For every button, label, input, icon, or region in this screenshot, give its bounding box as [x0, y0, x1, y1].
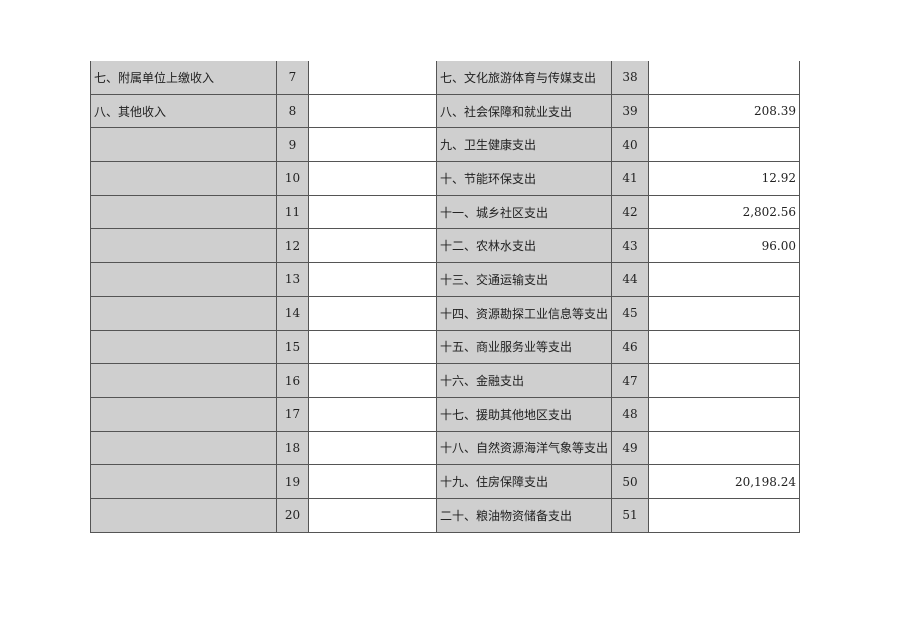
income-item-cell: [90, 194, 277, 230]
income-item-cell: [90, 430, 277, 466]
income-amount-cell: [308, 262, 437, 297]
table-row: 七、附属单位上缴收入 7 七、文化旅游体育与传媒支出 38: [90, 61, 801, 95]
expense-item-cell: 十二、农林水支出: [435, 228, 613, 264]
expense-line-number: 46: [611, 329, 650, 365]
expense-amount-cell: 96.00: [648, 228, 801, 264]
table-row: 12 十二、农林水支出 43 96.00: [90, 228, 801, 264]
income-item-cell: 七、附属单位上缴收入: [90, 61, 277, 95]
expense-line-number: 48: [611, 396, 650, 432]
expense-item-cell: 九、卫生健康支出: [435, 127, 613, 163]
income-item-cell: [90, 262, 277, 297]
table-row: 10 十、节能环保支出 41 12.92: [90, 161, 801, 196]
expense-item-cell: 十、节能环保支出: [435, 161, 613, 196]
income-amount-cell: [308, 161, 437, 196]
budget-table: 七、附属单位上缴收入 7 七、文化旅游体育与传媒支出 38 八、其他收入 8 八、社会保障和…: [90, 61, 801, 533]
income-amount-cell: [308, 127, 437, 163]
income-line-number: 19: [276, 464, 309, 499]
expense-item-cell: 八、社会保障和就业支出: [435, 93, 613, 129]
expense-item-cell: 十一、城乡社区支出: [435, 194, 613, 230]
income-line-number: 7: [276, 61, 309, 95]
income-amount-cell: [308, 295, 437, 331]
table-row: 14 十四、资源勘探工业信息等支出 45: [90, 295, 801, 331]
table-row: 16 十六、金融支出 47: [90, 363, 801, 398]
income-amount-cell: [308, 329, 437, 365]
expense-line-number: 44: [611, 262, 650, 297]
income-line-number: 18: [276, 430, 309, 466]
income-line-number: 17: [276, 396, 309, 432]
expense-item-cell: 十三、交通运输支出: [435, 262, 613, 297]
expense-item-cell: 十七、援助其他地区支出: [435, 396, 613, 432]
income-line-number: 9: [276, 127, 309, 163]
income-item-cell: [90, 464, 277, 499]
expense-item-cell: 二十、粮油物资储备支出: [435, 497, 613, 533]
income-item-cell: [90, 396, 277, 432]
income-item-cell: 八、其他收入: [90, 93, 277, 129]
expense-item-cell: 十五、商业服务业等支出: [435, 329, 613, 365]
income-line-number: 16: [276, 363, 309, 398]
expense-amount-cell: [648, 396, 801, 432]
income-item-cell: [90, 228, 277, 264]
expense-amount-cell: [648, 295, 801, 331]
income-amount-cell: [308, 194, 437, 230]
income-line-number: 11: [276, 194, 309, 230]
income-amount-cell: [308, 93, 437, 129]
income-amount-cell: [308, 61, 437, 95]
expense-amount-cell: [648, 127, 801, 163]
expense-item-cell: 十六、金融支出: [435, 363, 613, 398]
expense-line-number: 45: [611, 295, 650, 331]
income-item-cell: [90, 127, 277, 163]
income-line-number: 20: [276, 497, 309, 533]
expense-line-number: 43: [611, 228, 650, 264]
table-row: 19 十九、住房保障支出 50 20,198.24: [90, 464, 801, 499]
expense-amount-cell: 12.92: [648, 161, 801, 196]
expense-amount-cell: [648, 363, 801, 398]
expense-amount-cell: 2,802.56: [648, 194, 801, 230]
income-item-cell: [90, 497, 277, 533]
expense-item-cell: 七、文化旅游体育与传媒支出: [435, 61, 613, 95]
table-row: 17 十七、援助其他地区支出 48: [90, 396, 801, 432]
income-item-cell: [90, 329, 277, 365]
income-amount-cell: [308, 497, 437, 533]
table-row: 18 十八、自然资源海洋气象等支出 49: [90, 430, 801, 466]
expense-line-number: 51: [611, 497, 650, 533]
table-row: 13 十三、交通运输支出 44: [90, 262, 801, 297]
expense-amount-cell: [648, 430, 801, 466]
income-amount-cell: [308, 363, 437, 398]
income-item-cell: [90, 295, 277, 331]
expense-amount-cell: [648, 61, 801, 95]
income-item-cell: [90, 161, 277, 196]
expense-amount-cell: 208.39: [648, 93, 801, 129]
table-row: 9 九、卫生健康支出 40: [90, 127, 801, 163]
income-line-number: 14: [276, 295, 309, 331]
income-line-number: 12: [276, 228, 309, 264]
expense-line-number: 42: [611, 194, 650, 230]
table-row: 八、其他收入 8 八、社会保障和就业支出 39 208.39: [90, 93, 801, 129]
income-amount-cell: [308, 430, 437, 466]
expense-amount-cell: [648, 262, 801, 297]
income-amount-cell: [308, 396, 437, 432]
expense-line-number: 39: [611, 93, 650, 129]
table-row: 20 二十、粮油物资储备支出 51: [90, 497, 801, 533]
expense-line-number: 47: [611, 363, 650, 398]
income-line-number: 8: [276, 93, 309, 129]
income-line-number: 15: [276, 329, 309, 365]
income-item-cell: [90, 363, 277, 398]
income-line-number: 13: [276, 262, 309, 297]
income-line-number: 10: [276, 161, 309, 196]
table-row: 15 十五、商业服务业等支出 46: [90, 329, 801, 365]
income-amount-cell: [308, 464, 437, 499]
expense-item-cell: 十八、自然资源海洋气象等支出: [435, 430, 613, 466]
expense-amount-cell: [648, 329, 801, 365]
expense-line-number: 50: [611, 464, 650, 499]
expense-line-number: 41: [611, 161, 650, 196]
expense-amount-cell: [648, 497, 801, 533]
expense-item-cell: 十九、住房保障支出: [435, 464, 613, 499]
expense-amount-cell: 20,198.24: [648, 464, 801, 499]
expense-line-number: 49: [611, 430, 650, 466]
income-amount-cell: [308, 228, 437, 264]
table-row: 11 十一、城乡社区支出 42 2,802.56: [90, 194, 801, 230]
expense-line-number: 40: [611, 127, 650, 163]
expense-item-cell: 十四、资源勘探工业信息等支出: [435, 295, 613, 331]
expense-line-number: 38: [611, 61, 650, 95]
